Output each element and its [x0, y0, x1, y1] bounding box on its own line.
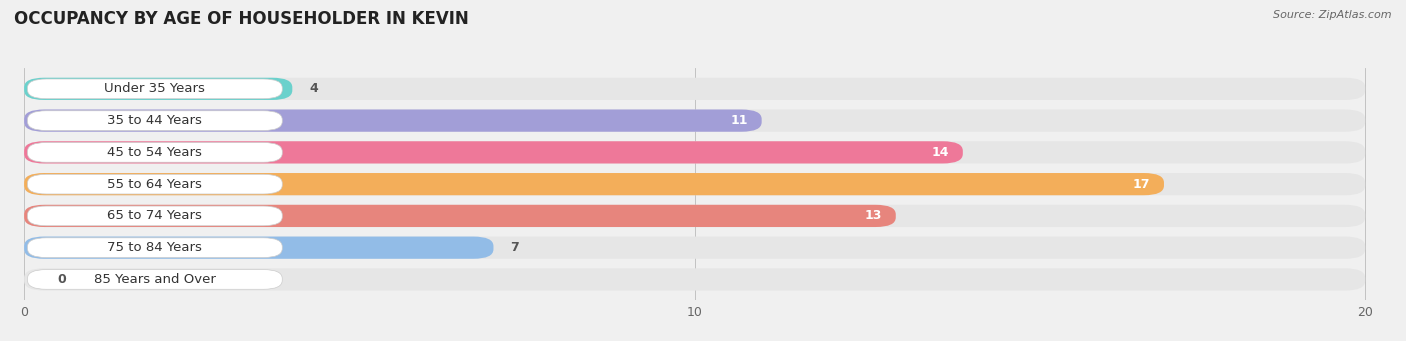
FancyBboxPatch shape: [24, 141, 963, 163]
Text: 17: 17: [1133, 178, 1150, 191]
FancyBboxPatch shape: [24, 237, 494, 259]
FancyBboxPatch shape: [28, 79, 283, 99]
FancyBboxPatch shape: [24, 237, 1365, 259]
FancyBboxPatch shape: [28, 111, 283, 131]
FancyBboxPatch shape: [24, 173, 1164, 195]
FancyBboxPatch shape: [24, 78, 292, 100]
Text: 14: 14: [932, 146, 949, 159]
Text: 13: 13: [865, 209, 883, 222]
Text: 75 to 84 Years: 75 to 84 Years: [107, 241, 202, 254]
FancyBboxPatch shape: [24, 268, 1365, 291]
FancyBboxPatch shape: [28, 238, 283, 257]
FancyBboxPatch shape: [28, 206, 283, 226]
FancyBboxPatch shape: [24, 109, 1365, 132]
FancyBboxPatch shape: [24, 109, 762, 132]
FancyBboxPatch shape: [24, 173, 1365, 195]
Text: 4: 4: [309, 82, 318, 95]
Text: 45 to 54 Years: 45 to 54 Years: [107, 146, 202, 159]
FancyBboxPatch shape: [28, 143, 283, 162]
Text: Under 35 Years: Under 35 Years: [104, 82, 205, 95]
FancyBboxPatch shape: [24, 205, 1365, 227]
Text: 55 to 64 Years: 55 to 64 Years: [107, 178, 202, 191]
Text: 0: 0: [58, 273, 66, 286]
Text: 35 to 44 Years: 35 to 44 Years: [107, 114, 202, 127]
Text: 65 to 74 Years: 65 to 74 Years: [107, 209, 202, 222]
FancyBboxPatch shape: [24, 78, 1365, 100]
Text: OCCUPANCY BY AGE OF HOUSEHOLDER IN KEVIN: OCCUPANCY BY AGE OF HOUSEHOLDER IN KEVIN: [14, 10, 468, 28]
Text: 85 Years and Over: 85 Years and Over: [94, 273, 215, 286]
FancyBboxPatch shape: [28, 174, 283, 194]
FancyBboxPatch shape: [28, 270, 283, 289]
Text: Source: ZipAtlas.com: Source: ZipAtlas.com: [1274, 10, 1392, 20]
FancyBboxPatch shape: [24, 205, 896, 227]
Text: 11: 11: [731, 114, 748, 127]
FancyBboxPatch shape: [24, 141, 1365, 163]
Text: 7: 7: [510, 241, 519, 254]
